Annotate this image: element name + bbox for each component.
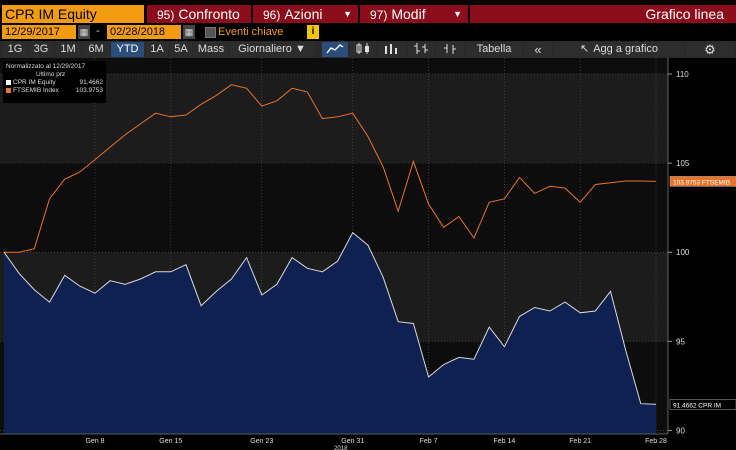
x-tick-label: Feb 14 (493, 438, 515, 445)
calendar-icon[interactable]: ▦ (183, 25, 195, 39)
period-1m-button[interactable]: 1M (55, 42, 81, 57)
plot-band (0, 74, 668, 164)
legend-item-cpr: CPR IM Equity 91.4662 (6, 79, 103, 87)
ftsemib-series-line (4, 84, 657, 253)
ftsemib-last-value-label-box (669, 176, 736, 187)
cpr-last-value-label: 91.4662 CPR IM (673, 402, 721, 409)
add-to-chart-label: Agg a grafico (593, 43, 659, 55)
chart-title: Grafico linea (470, 5, 736, 23)
y-tick-label: 110 (676, 70, 689, 79)
y-tick-label: 105 (676, 159, 690, 168)
collapse-button[interactable]: « (524, 42, 552, 57)
line-chart-icon[interactable] (322, 42, 348, 57)
date-separator: - (96, 25, 100, 37)
x-tick-label: Feb 28 (645, 438, 667, 445)
period-3g-button[interactable]: 3G (29, 42, 53, 57)
ftsemib-last-value-label: 103.9753 FTSEMIB (673, 179, 730, 186)
actions-menu-label: Azioni (284, 6, 323, 22)
price-chart: 90 95 100 105 110 Gen 8 Gen 15 Gen 23 Gen 31 Feb… (0, 58, 736, 450)
x-tick-label: Feb 7 (420, 438, 438, 445)
actions-menu-number: 96) (263, 8, 281, 22)
chevron-down-icon: ▼ (343, 9, 352, 19)
period-5a-button[interactable]: 5A (170, 42, 192, 57)
start-date-field[interactable]: 12/29/2017 (2, 25, 76, 39)
legend-swatch (6, 87, 11, 93)
period-6m-button[interactable]: 6M (83, 42, 109, 57)
modify-menu-label: Modif (391, 6, 426, 22)
events-checkbox[interactable] (205, 27, 216, 38)
legend-last-price-header: Ultimo prz (36, 71, 66, 78)
x-tick-label: Feb 21 (569, 438, 591, 445)
add-to-chart-button[interactable]: ↖ Agg a grafico (554, 42, 684, 57)
frequency-select[interactable]: Giornaliero ▼ (230, 42, 314, 57)
modify-menu-number: 97) (370, 8, 388, 22)
x-year-label: 2018 (334, 446, 348, 450)
x-tick-label: Gen 31 (341, 438, 364, 445)
y-tick-label: 90 (676, 426, 685, 435)
info-icon[interactable]: i (307, 25, 319, 39)
period-1g-button[interactable]: 1G (3, 42, 27, 57)
compare-menu[interactable]: 95) Confronto (147, 5, 251, 23)
legend-item-ftsemib: FTSEMIB Index 103.9753 (6, 87, 103, 95)
x-tick-label: Gen 8 (85, 438, 104, 445)
table-button[interactable]: Tabella (466, 42, 522, 57)
compare-menu-label: Confronto (178, 6, 240, 22)
cpr-last-value-label-box (669, 399, 736, 410)
plot-band (0, 58, 668, 75)
compare-menu-number: 95) (157, 8, 175, 22)
period-1a-button[interactable]: 1A (146, 42, 168, 57)
legend-swatch (6, 79, 11, 85)
calendar-icon[interactable]: ▦ (78, 25, 90, 39)
cpr-series-line (3, 231, 657, 405)
chart-legend: Normalizzato al 12/29/2017 Ultimo prz CP… (3, 61, 106, 103)
x-tick-label: Gen 23 (250, 438, 273, 445)
plot-band (0, 163, 668, 253)
gear-icon[interactable]: ⚙ (686, 42, 734, 57)
ticker-field[interactable]: CPR IM Equity (2, 5, 144, 23)
x-tick-label: Gen 15 (159, 438, 182, 445)
events-label: Eventi chiave (218, 26, 284, 38)
legend-item-value: 103.9753 (75, 87, 103, 94)
end-date-field[interactable]: 02/28/2018 (107, 25, 181, 39)
cursor-icon: ↖ (579, 43, 590, 55)
candlestick-icon[interactable] (350, 42, 376, 57)
y-tick-label: 100 (676, 248, 690, 257)
ohlc-bar-icon[interactable] (408, 42, 434, 57)
chevron-down-icon: ▼ (453, 9, 462, 19)
legend-normalization: Normalizzato al 12/29/2017 (6, 63, 86, 70)
legend-item-value: 91.4662 (79, 79, 104, 86)
hlc-bar-icon[interactable] (436, 42, 464, 57)
period-ytd-button[interactable]: YTD (111, 42, 144, 57)
legend-item-name: FTSEMIB Index (13, 87, 59, 94)
bar-volume-icon[interactable] (378, 42, 406, 57)
modify-menu[interactable]: 97) Modif ▼ (360, 5, 468, 23)
period-max-button[interactable]: Mass (194, 42, 228, 57)
actions-menu[interactable]: 96) Azioni ▼ (253, 5, 358, 23)
cpr-area-fill (4, 232, 656, 434)
y-tick-label: 95 (676, 337, 685, 346)
legend-item-name: CPR IM Equity (13, 79, 56, 86)
